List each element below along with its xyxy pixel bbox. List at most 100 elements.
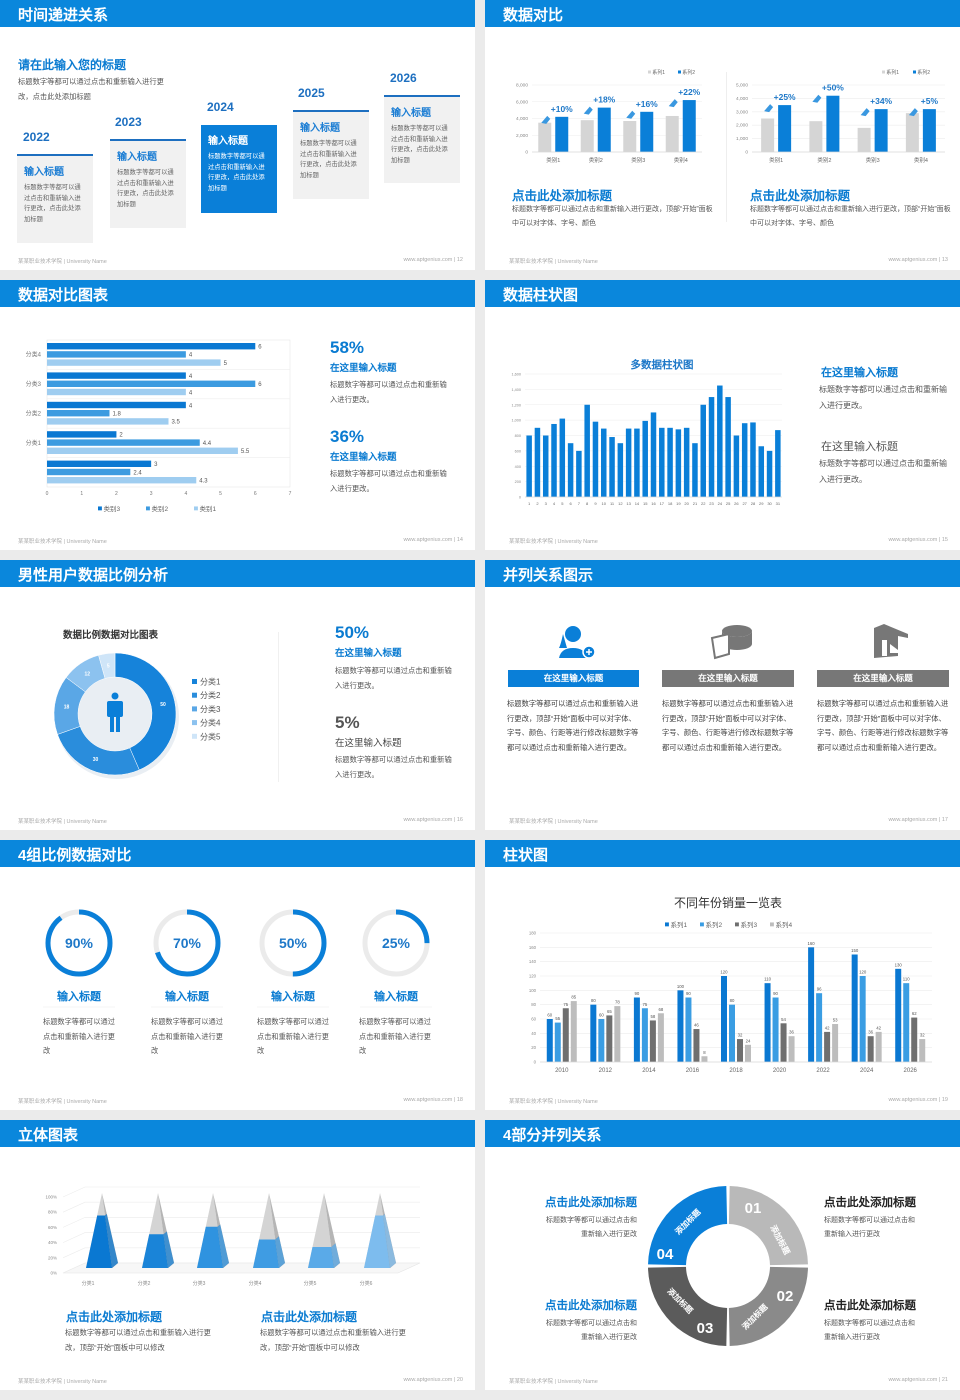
footer-site: www.aptgenius.com | 14 [403, 537, 463, 543]
timeline-card[interactable]: 输入标题 标题数字等都可以通过点击和重新输入进行更改，点击此处添加标题 [110, 141, 186, 228]
x-tick-label: 30 [767, 501, 772, 506]
bar [721, 976, 727, 1062]
slide-title: 4组比例数据对比 [18, 847, 132, 864]
legend-label: 类别3 [104, 504, 121, 513]
item-label-button[interactable]: 在这里输入标题 [817, 670, 949, 687]
item-label-button[interactable]: 在这里输入标题 [508, 670, 639, 687]
ring-body: 标题数字等都可以通过点击和重新输入进行更改 [151, 1017, 223, 1055]
segment-number: 04 [657, 1246, 674, 1263]
x-tick-label: 9 [594, 501, 597, 506]
legend-swatch [192, 679, 197, 684]
slide-header: 立体图表 [0, 1120, 475, 1147]
page-number: 18 [456, 1097, 463, 1103]
bar [625, 428, 632, 497]
body-line: 重新输入进行更改 [581, 1231, 637, 1238]
bar [609, 437, 615, 497]
x-tick-label: 分类2 [138, 1280, 151, 1287]
divider [293, 110, 369, 112]
x-tick-label: 14 [635, 501, 640, 506]
bar [534, 427, 541, 497]
ring-body: 标题数字等都可以通过点击和重新输入进行更改 [257, 1017, 329, 1055]
y-tick-label: 20 [531, 1045, 536, 1050]
block-title: 点击此处添加标题 [750, 189, 851, 203]
bar [559, 418, 566, 497]
item-label-button[interactable]: 在这里输入标题 [662, 670, 794, 687]
bar [47, 460, 152, 467]
parallel-icons [559, 624, 908, 660]
card-body: 标题数字等都可以通过点击和重新输入进行更改，点击此处添加标题 [24, 184, 81, 223]
data-label: 75 [642, 1002, 647, 1007]
y-tick-label: 100 [529, 988, 537, 993]
bar [47, 447, 238, 454]
donut-slice [98, 652, 116, 679]
slide-header: 柱状图 [485, 840, 960, 867]
bar [780, 1023, 787, 1062]
stat-title: 在这里输入标题 [330, 452, 397, 463]
section-heading: 请在此输入您的标题 [18, 58, 127, 72]
stat-body: 标题数字等都可以通过点击和重新输入进行更改。 [330, 469, 447, 493]
body-line: 标题数字等都可以通过点击和 [546, 1217, 637, 1224]
progress-rings: 90% 70% 50% 25% [43, 909, 432, 1008]
legend-swatch [700, 922, 704, 927]
timeline-card-highlighted[interactable]: 输入标题 标题数字等都可以通过点击和重新输入进行更改，点击此处添加标题 [201, 125, 277, 213]
data-label: 120 [859, 970, 867, 975]
footer-school: 某某职业技术学院 | University Name [18, 259, 107, 265]
data-label: 150 [851, 948, 859, 953]
y-tick-label: 140 [529, 959, 537, 964]
slide-3d-chart: 立体图表 0% 20% 40% 60% 80% 100% 分类1 分类2 分类3 分类4 分类5 分类… [0, 1120, 475, 1390]
slide-header: 4组比例数据对比 [0, 840, 475, 867]
footer-site: www.aptgenius.com | 19 [888, 1097, 948, 1103]
data-label: 4.4 [203, 441, 212, 447]
card-title: 输入标题 [208, 136, 248, 147]
site-url: www.aptgenius.com [888, 817, 938, 823]
page-number: 21 [941, 1377, 948, 1383]
y-tick-label: 分类2 [26, 410, 42, 418]
section-desc: 标题数字等都可以通过点击和重新输入进行更改，点击此处添加标题 [18, 77, 164, 101]
x-tick-label: 26 [734, 501, 739, 506]
slide-column-chart: 数据柱状图 多数据柱状图 0 200 400 600 800 1,000 1,200 1,400… [485, 280, 960, 550]
bar [919, 1039, 926, 1062]
y-tick-label: 200 [515, 480, 521, 484]
bar [617, 443, 624, 497]
block-title: 点击此处添加标题 [512, 189, 613, 203]
y-tick-label: 120 [529, 974, 537, 979]
legend-swatch [648, 70, 651, 74]
bar [922, 109, 936, 152]
bar [693, 1029, 700, 1062]
block-body: 标题数字等都可以通过点击和重新输入进行更改，顶部“开始”面板中可以修改 [65, 1328, 211, 1352]
x-tick-label: 12 [618, 501, 623, 506]
slice-label: 18 [64, 705, 70, 711]
multi-column-chart: 多数据柱状图 0 200 400 600 800 1,000 1,200 1,400 1,600 1… [511, 358, 782, 506]
x-tick-label: 类别3 [866, 156, 880, 164]
bar [826, 95, 840, 152]
x-tick-label: 分类1 [82, 1280, 95, 1287]
bar [47, 351, 186, 358]
x-tick-label: 4 [553, 501, 556, 506]
gridline [62, 1186, 420, 1198]
timeline-card[interactable]: 输入标题 标题数字等都可以通过点击和重新输入进行更改，点击此处添加标题 [384, 97, 460, 183]
x-tick-label: 分类5 [304, 1280, 317, 1287]
legend-label: 系列1 [671, 920, 688, 929]
timeline-card[interactable]: 输入标题 标题数字等都可以通过点击和重新输入进行更改，点击此处添加标题 [293, 112, 369, 199]
footer-school: 某某职业技术学院 | University Name [18, 819, 107, 825]
slide-data-compare: 数据对比 0 2,000 4,000 6,000 8,000 类别1 +10% 类别2 +18%… [485, 0, 960, 270]
bar [874, 109, 888, 152]
data-label: 3.5 [172, 420, 181, 426]
footer-school: 某某职业技术学院 | University Name [509, 259, 598, 265]
x-tick-label: 5 [561, 501, 564, 506]
card-title: 输入标题 [24, 167, 64, 178]
bar [538, 122, 552, 152]
block-body: 标题数字等都可以通过点击和 重新输入进行更改 [824, 1317, 915, 1345]
data-label: 32 [738, 1033, 743, 1038]
site-url: www.aptgenius.com [888, 1097, 938, 1103]
y-tick-label: 40 [531, 1031, 536, 1036]
bar [47, 477, 197, 484]
stat-body: 标题数字等都可以通过点击和重新输入进行更改。 [335, 755, 452, 779]
pyramid-bar-side [275, 1236, 286, 1269]
divider [17, 154, 93, 156]
legend-label: 分类5 [200, 731, 221, 741]
timeline-card[interactable]: 输入标题标题数字等都可以通过点击和重新输入进行更改，点击此处添加标题 [17, 156, 93, 243]
body-line: 重新输入进行更改 [824, 1231, 880, 1238]
data-label: 54 [781, 1017, 786, 1022]
x-tick-label: 25 [726, 501, 731, 506]
